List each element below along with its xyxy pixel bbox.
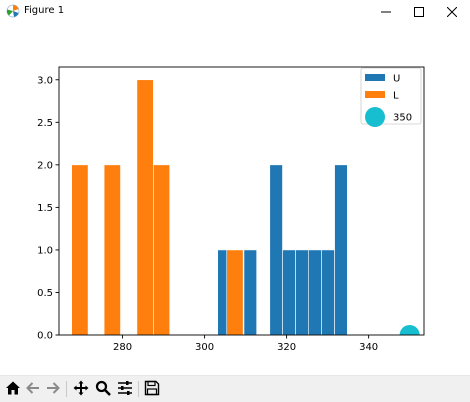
pan-icon: [73, 380, 89, 396]
histogram-bar-U: [321, 249, 335, 336]
y-tick-label: 2.0: [37, 160, 53, 171]
legend-marker-350: [365, 107, 385, 127]
save-button[interactable]: [143, 379, 161, 397]
home-icon: [6, 381, 20, 395]
toolbar-separator: [138, 381, 139, 397]
minimize-button[interactable]: [368, 0, 404, 24]
histogram-bar-L: [136, 79, 154, 336]
y-tick-label: 3.0: [37, 75, 53, 86]
x-tick-label: 300: [195, 342, 214, 353]
histogram-bar-U: [295, 249, 309, 336]
y-tick-label: 0.5: [37, 288, 53, 299]
home-button[interactable]: [4, 379, 22, 397]
histogram-bar-U: [243, 249, 257, 336]
zoom-button[interactable]: [94, 379, 112, 397]
x-tick-label: 280: [113, 342, 132, 353]
pan-button[interactable]: [72, 379, 90, 397]
back-button[interactable]: [24, 379, 42, 397]
x-tick-label: 340: [359, 342, 378, 353]
x-tick-label: 320: [277, 342, 296, 353]
legend-label-350: 350: [393, 113, 412, 124]
y-tick-label: 1.0: [37, 245, 53, 256]
histogram-bar-L: [103, 164, 121, 336]
legend-label-U: U: [393, 74, 400, 85]
histogram-chart: 280 300 320 340 0.0 0.5 1.0 1.5 2.0 2.5 3.0 UL 350: [37, 66, 425, 353]
histogram-bar-L: [71, 164, 89, 336]
histogram-bar-U: [334, 164, 348, 336]
histogram-bar-U: [282, 249, 296, 336]
histogram-bar-L: [226, 249, 244, 336]
y-tick-label: 2.5: [37, 118, 53, 129]
navigation-toolbar: [0, 375, 470, 402]
configure-icon: [118, 381, 132, 395]
y-tick-label: 1.5: [37, 203, 53, 214]
legend-swatch-L: [365, 91, 385, 98]
zoom-icon: [95, 380, 111, 396]
matplotlib-app-icon: [6, 4, 20, 18]
scatter-point-350: [399, 325, 420, 335]
legend-label-L: L: [393, 91, 399, 102]
histogram-bar-U: [308, 249, 322, 336]
back-icon: [26, 382, 39, 394]
y-tick-label: 0.0: [37, 331, 53, 342]
histogram-bar-U: [269, 164, 283, 336]
legend-swatch-U: [365, 74, 385, 81]
histogram-bar-L: [153, 164, 171, 336]
maximize-icon: [414, 7, 424, 17]
maximize-button[interactable]: [401, 0, 437, 24]
forward-icon: [47, 382, 60, 394]
forward-button[interactable]: [44, 379, 62, 397]
save-icon: [144, 380, 160, 396]
axes-frame: [58, 66, 425, 336]
close-button[interactable]: [434, 0, 470, 24]
title-bar: Figure 1: [0, 0, 470, 25]
minimize-icon: [381, 11, 391, 13]
toolbar-separator: [66, 381, 67, 397]
configure-subplots-button[interactable]: [116, 379, 134, 397]
window-title: Figure 1: [24, 5, 65, 16]
close-icon: [447, 7, 457, 17]
figure-canvas: 280 300 320 340 0.0 0.5 1.0 1.5 2.0 2.5 3.0 U L 350: [0, 24, 470, 375]
